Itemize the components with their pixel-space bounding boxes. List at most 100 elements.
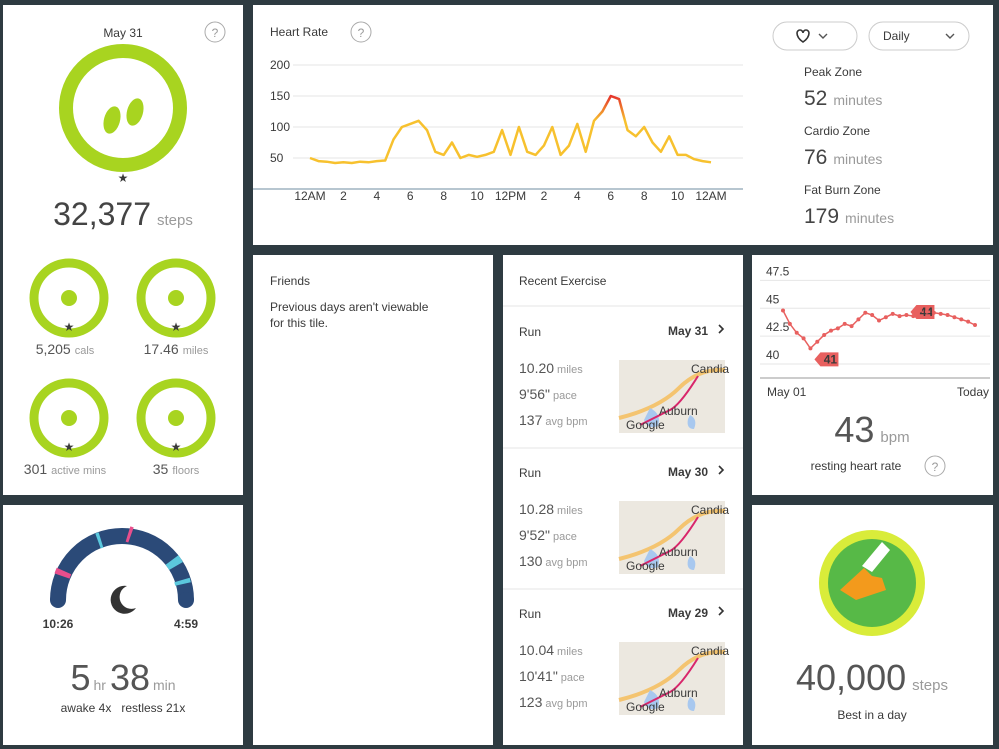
chevron bbox=[718, 465, 725, 475]
zone-minutes: 52 bbox=[804, 87, 827, 110]
map-water bbox=[644, 549, 696, 570]
y-tick-label: 200 bbox=[270, 58, 290, 72]
run-unit: miles bbox=[557, 646, 583, 658]
x-tick-label: 10 bbox=[671, 189, 685, 203]
star: ★ bbox=[64, 320, 75, 334]
rhr-point bbox=[952, 315, 957, 320]
stat-value: 5,205 bbox=[36, 341, 71, 357]
stat-unit: miles bbox=[183, 345, 209, 357]
help[interactable]: ? bbox=[212, 26, 219, 40]
run-pace: 9'56" pace bbox=[519, 386, 577, 402]
sleep-tile[interactable] bbox=[3, 505, 243, 745]
zone-value: 52 minutes bbox=[804, 87, 882, 110]
friends-tile[interactable] bbox=[253, 255, 493, 745]
run-unit: miles bbox=[557, 364, 583, 376]
map-label: Google bbox=[626, 418, 665, 432]
stat-ring bbox=[29, 258, 109, 338]
stat-icon bbox=[61, 410, 77, 426]
x-tick-label: May 01 bbox=[767, 385, 807, 399]
period-dropdown[interactable] bbox=[868, 21, 970, 51]
run-date: May 31 bbox=[668, 324, 708, 338]
rhr-point bbox=[918, 308, 923, 313]
x-tick-label: 2 bbox=[340, 189, 347, 203]
run-unit: avg bpm bbox=[545, 416, 587, 428]
sleep-details: awake 4x restless 21x bbox=[61, 701, 186, 715]
run-name: Run bbox=[519, 466, 541, 480]
rhr-point bbox=[890, 311, 895, 316]
zone-name: Cardio Zone bbox=[804, 124, 870, 138]
rhr-point bbox=[945, 312, 950, 317]
zone-name: Peak Zone bbox=[804, 65, 862, 79]
x-tick-label: 6 bbox=[407, 189, 414, 203]
x-tick-label: Today bbox=[957, 385, 989, 399]
rhr-point bbox=[966, 319, 971, 324]
run-bpm: 130 avg bpm bbox=[519, 553, 588, 569]
heart-rate-tile[interactable] bbox=[253, 5, 993, 245]
rhr-point bbox=[931, 310, 936, 315]
help-icon[interactable] bbox=[204, 21, 226, 43]
zone-value: 179 minutes bbox=[804, 205, 894, 228]
stat: 17.46 miles bbox=[144, 341, 209, 357]
stat-icon bbox=[168, 410, 184, 426]
help-icon[interactable] bbox=[350, 21, 372, 43]
run-unit: avg bpm bbox=[545, 557, 587, 569]
zone-unit: minutes bbox=[833, 151, 882, 167]
rhr-tag-label: 41 bbox=[824, 352, 838, 366]
star: ★ bbox=[118, 171, 129, 185]
caret bbox=[818, 33, 828, 39]
resting-hr-tile[interactable] bbox=[752, 255, 993, 495]
star: ★ bbox=[64, 440, 75, 454]
star: ★ bbox=[171, 440, 182, 454]
steps-icon bbox=[103, 98, 144, 134]
x-tick-label: 4 bbox=[373, 189, 380, 203]
steps-value: 32,377 steps bbox=[53, 196, 193, 232]
sleep-duration: 5 hr 38 min bbox=[70, 657, 175, 698]
run-value: 10.20 bbox=[519, 360, 554, 376]
y-tick-label: 100 bbox=[270, 120, 290, 134]
stat-icon bbox=[61, 290, 77, 306]
zone-minutes: 179 bbox=[804, 205, 839, 228]
friends-message: Previous days aren't viewable for this ti… bbox=[270, 300, 429, 330]
map-label: Auburn bbox=[659, 545, 698, 559]
run-value: 9'52" bbox=[519, 527, 550, 543]
run-unit: miles bbox=[557, 505, 583, 517]
stat-value: 17.46 bbox=[144, 341, 179, 357]
gauge-cap bbox=[50, 592, 66, 608]
hr-title: Heart Rate bbox=[270, 25, 328, 39]
run-value: 137 bbox=[519, 412, 543, 428]
zone-minutes: 76 bbox=[804, 146, 827, 169]
stat-ring bbox=[29, 378, 109, 458]
help[interactable]: ? bbox=[358, 26, 365, 40]
map-route bbox=[639, 375, 699, 426]
help[interactable]: ? bbox=[932, 460, 939, 474]
date: May 31 bbox=[103, 26, 143, 40]
rhr-point bbox=[808, 346, 813, 351]
stat-ring bbox=[136, 378, 216, 458]
run-bpm: 123 avg bpm bbox=[519, 694, 588, 710]
rhr-value: 43 bpm bbox=[834, 409, 909, 450]
rhr-point bbox=[815, 339, 820, 344]
gauge-cap bbox=[178, 592, 194, 608]
period[interactable]: Daily bbox=[883, 29, 910, 43]
map-label: Candia bbox=[691, 362, 729, 376]
badge-shoe bbox=[840, 568, 886, 600]
help-icon[interactable] bbox=[924, 455, 946, 477]
rhr-point bbox=[863, 310, 868, 315]
y-tick-label: 40 bbox=[766, 348, 780, 362]
y-tick-label: 50 bbox=[270, 151, 284, 165]
metric-dropdown[interactable] bbox=[772, 21, 858, 51]
rhr-label: resting heart rate bbox=[811, 459, 902, 473]
stat-value: 301 bbox=[24, 461, 48, 477]
steps-ring bbox=[59, 44, 187, 172]
zone-name: Fat Burn Zone bbox=[804, 183, 881, 197]
stat: 301 active mins bbox=[24, 461, 107, 477]
map-water bbox=[644, 408, 696, 429]
badge-value: 40,000 steps bbox=[796, 657, 948, 698]
map-road bbox=[618, 508, 726, 561]
stat-unit: floors bbox=[172, 465, 199, 477]
map-route bbox=[639, 516, 699, 567]
y-tick-label: 42.5 bbox=[766, 320, 790, 334]
rhr-point bbox=[842, 321, 847, 326]
steps-tile[interactable] bbox=[3, 5, 243, 495]
